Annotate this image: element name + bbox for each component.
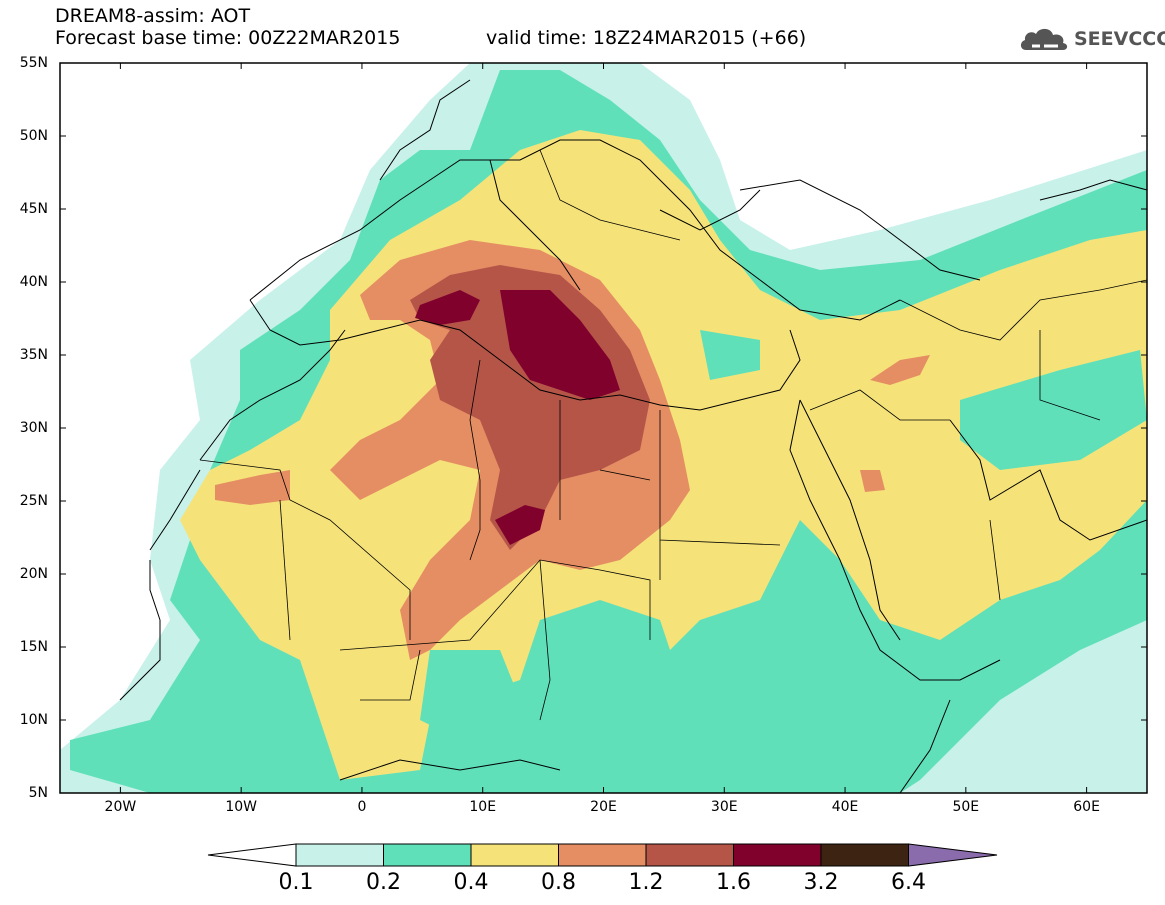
lon-label: 30E [710, 799, 738, 815]
lat-label: 25N [19, 493, 48, 509]
logo-text: SEEVCCC [1074, 28, 1165, 50]
lat-label: 20N [19, 566, 48, 582]
lon-label: 40E [831, 799, 859, 815]
lon-label: 0 [357, 799, 367, 815]
colorbar-label: 6.4 [891, 870, 926, 895]
lat-label: 15N [19, 639, 48, 655]
coastlines [119, 79, 1147, 793]
lat-label: 10N [19, 712, 48, 728]
aot-band-1.6 [415, 290, 480, 325]
aot-contours [60, 63, 1147, 793]
colorbar-label: 1.6 [716, 870, 751, 895]
colorbar-segment [733, 843, 822, 867]
lat-label: 50N [19, 128, 48, 144]
axis-ticks [60, 62, 1147, 794]
lon-label: 10E [469, 799, 497, 815]
lat-label: 45N [19, 201, 48, 217]
colorbar-segment [295, 843, 384, 867]
colorbar [207, 843, 998, 867]
lat-label: 5N [28, 785, 48, 801]
country-borders [199, 149, 1147, 721]
lon-label: 20E [590, 799, 617, 815]
lat-label: 55N [19, 55, 48, 71]
lat-label: 30N [19, 420, 48, 436]
colorbar-label: 0.1 [278, 870, 314, 895]
forecast-base-time: Forecast base time: 00Z22MAR2015 [55, 27, 401, 49]
lat-label: 40N [19, 274, 48, 290]
valid-time: valid time: 18Z24MAR2015 (+66) [486, 27, 807, 49]
colorbar-segment [645, 843, 734, 867]
lon-label: 20W [104, 799, 137, 815]
colorbar-label: 1.2 [628, 870, 664, 895]
colorbar-label: 0.4 [453, 870, 489, 895]
colorbar-label: 0.8 [541, 870, 576, 895]
colorbar-over-arrow [908, 843, 998, 867]
cloud-icon [1020, 28, 1068, 50]
seevccc-logo: SEEVCCC [1018, 24, 1165, 54]
colorbar-label: 0.2 [366, 870, 401, 895]
colorbar-segment [558, 843, 647, 867]
colorbar-segment [470, 843, 559, 867]
colorbar-segment [820, 843, 909, 867]
colorbar-under-arrow [207, 843, 297, 867]
lon-label: 60E [1073, 799, 1100, 815]
map-title: DREAM8-assim: AOT [55, 5, 251, 27]
colorbar-label: 3.2 [803, 870, 839, 895]
colorbar-segment [383, 843, 472, 867]
lat-label: 35N [19, 347, 48, 363]
map-subtitle: Forecast base time: 00Z22MAR2015 valid ti… [55, 27, 806, 49]
lon-label: 50E [952, 799, 980, 815]
lon-label: 10W [225, 799, 257, 815]
